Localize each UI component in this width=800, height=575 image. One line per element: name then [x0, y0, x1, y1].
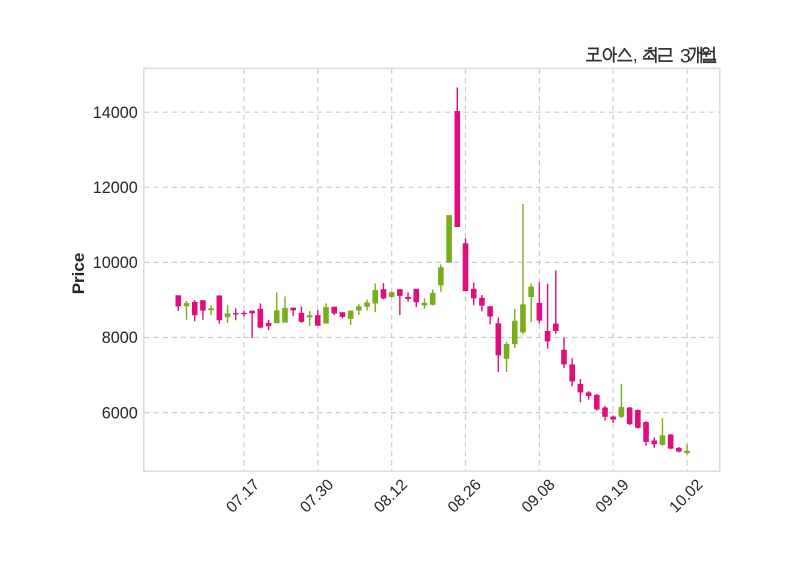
svg-text:6000: 6000 — [102, 404, 138, 422]
svg-text:,: , — [633, 45, 638, 65]
svg-text:14000: 14000 — [93, 104, 138, 122]
svg-text:3: 3 — [680, 45, 691, 67]
svg-text:12000: 12000 — [93, 179, 138, 197]
svg-text:Price: Price — [69, 253, 88, 295]
svg-text:10000: 10000 — [93, 254, 138, 272]
svg-text:8000: 8000 — [102, 329, 138, 347]
